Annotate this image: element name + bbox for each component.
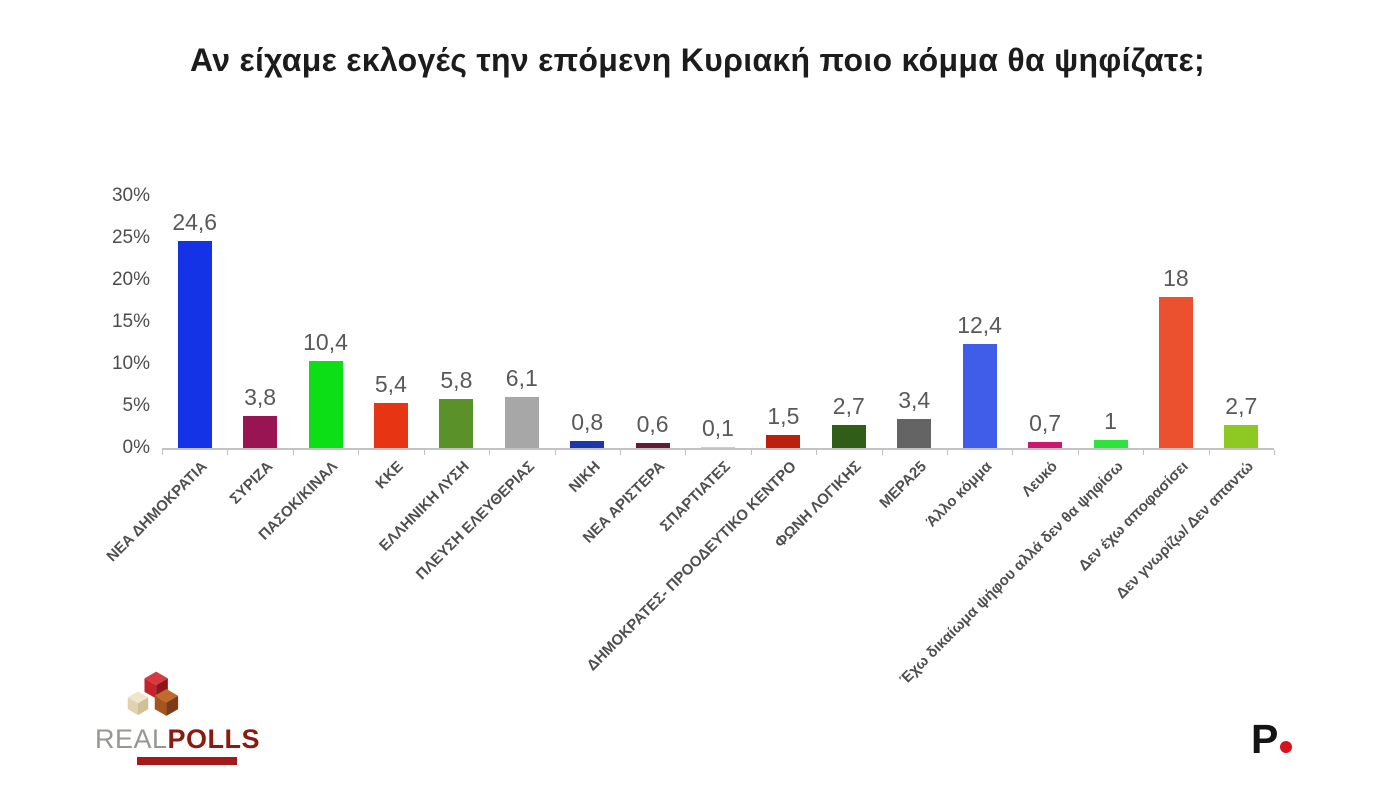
bar-value-label: 2,7	[1225, 393, 1258, 420]
publisher-letter: P	[1251, 716, 1279, 762]
bar	[308, 360, 343, 448]
plot-area: 24,6 3,8 10,4 5,4 5,8 6,1 0,8 0,6 0,1 1,5 2,7 3,4 12…	[162, 196, 1274, 450]
y-axis-tick-label: 0%	[122, 437, 150, 458]
axis-tick	[881, 450, 883, 455]
bar-value-label: 0,8	[571, 409, 604, 436]
axis-tick	[946, 450, 948, 455]
axis-tick	[1077, 450, 1079, 455]
axis-tick	[292, 450, 294, 455]
x-axis-label: Άλλο κόμμα	[923, 458, 996, 531]
y-axis-tick-label: 15%	[111, 311, 150, 332]
bar-value-label: 0,1	[702, 414, 734, 441]
realpolls-logo: REALPOLLS	[95, 664, 265, 765]
x-axis-label: Δεν γνωρίζω/ Δεν απαντώ	[1113, 458, 1258, 603]
bar	[962, 343, 997, 448]
bar-value-label: 1	[1104, 407, 1117, 434]
y-axis-tick-label: 5%	[122, 395, 150, 416]
bar-value-label: 5,4	[374, 370, 407, 397]
bar	[897, 419, 932, 448]
x-axis-label: Δεν έχω αποφασίσει	[1075, 458, 1192, 575]
realpolls-tagline-strip	[137, 757, 237, 765]
chart-title: Αν είχαμε εκλογές την επόμενη Κυριακή πο…	[189, 42, 1206, 78]
x-axis-label: ΜΕΡΑ25	[876, 458, 931, 512]
y-axis-tick-label: 20%	[111, 269, 150, 290]
bar	[373, 402, 408, 448]
x-axis-label: ΚΚΕ	[372, 458, 407, 493]
bar-value-label: 18	[1163, 264, 1189, 291]
axis-tick	[162, 450, 163, 455]
axis-tick	[1274, 450, 1275, 455]
bar	[439, 399, 474, 448]
axis-tick	[554, 450, 556, 455]
y-axis-tick-label: 25%	[111, 227, 150, 248]
bar-value-label: 0,7	[1029, 410, 1062, 437]
axis-tick	[489, 450, 491, 455]
axis-tick	[750, 450, 752, 455]
axis-tick	[1012, 450, 1014, 455]
bar-value-label: 5,8	[440, 367, 473, 394]
y-axis-tick-label: 30%	[111, 185, 150, 206]
bar	[243, 416, 278, 448]
bar	[1093, 439, 1128, 448]
bar-value-label: 2,7	[832, 393, 865, 420]
realpolls-wordmark: REALPOLLS	[95, 724, 265, 755]
axis-tick	[619, 450, 621, 455]
bar-value-label: 1,5	[767, 403, 800, 430]
bar	[1224, 425, 1259, 448]
bar	[831, 425, 866, 448]
axis-tick	[1143, 450, 1145, 455]
bar-value-label: 0,6	[636, 411, 669, 437]
bar-value-label: 12,4	[957, 311, 1002, 338]
x-axis-label: ΠΛΕΥΣΗ ΕΛΕΥΘΕΡΙΑΣ	[412, 458, 538, 584]
x-axis-label: Έχω δικαίωμα ψήφου αλλά δεν θα ψηφίσω	[896, 458, 1127, 689]
axis-tick	[816, 450, 818, 455]
bar	[635, 443, 670, 448]
axis-ticks	[162, 450, 1275, 456]
realpolls-cube-icon	[127, 671, 179, 716]
x-axis-label: Λευκό	[1018, 458, 1062, 501]
realpolls-polls-text: POLLS	[167, 724, 261, 754]
bar	[570, 441, 605, 448]
bar-value-label: 10,4	[303, 328, 348, 355]
publisher-logo: P	[1251, 716, 1293, 763]
bar-value-label: 3,4	[898, 387, 931, 414]
x-axis-label: ΝΙΚΗ	[565, 458, 604, 496]
publisher-red-dot-icon	[1280, 741, 1293, 753]
axis-tick	[358, 450, 360, 455]
axis-tick	[685, 450, 687, 455]
bar	[766, 435, 801, 448]
realpolls-real-text: REAL	[95, 724, 168, 754]
axis-tick	[227, 450, 229, 455]
bar	[1028, 442, 1063, 448]
axis-tick	[1208, 450, 1210, 455]
y-axis-tick-label: 10%	[111, 353, 150, 374]
y-axis: 0% 5% 10% 15% 20% 25% 30%	[84, 185, 150, 458]
axis-tick	[423, 450, 425, 455]
x-axis-label: ΝΕΑ ΔΗΜΟΚΡΑΤΙΑ	[103, 458, 211, 566]
x-axis-label: ΣΥΡΙΖΑ	[226, 458, 277, 508]
bar-value-label: 6,1	[505, 364, 538, 391]
bar	[177, 241, 212, 448]
bar	[504, 396, 539, 448]
bar-value-label: 3,8	[244, 384, 277, 411]
bar	[1158, 296, 1193, 448]
bar	[701, 446, 735, 448]
bar-value-label: 24,6	[172, 209, 218, 236]
